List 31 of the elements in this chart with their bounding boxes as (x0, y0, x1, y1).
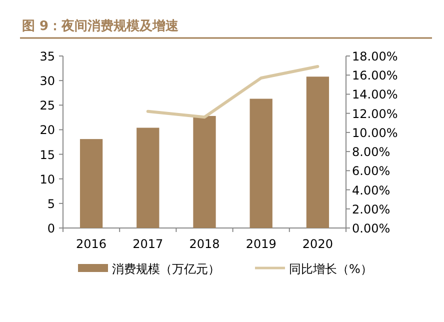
y2-tick-label: 10.00% (352, 126, 398, 140)
y-tick-label: 20 (40, 123, 55, 138)
y2-tick-label: 4.00% (352, 183, 390, 198)
x-tick-label: 2016 (76, 237, 107, 251)
bar (250, 98, 272, 228)
y2-tick-label: 12.00% (352, 106, 398, 121)
y2-tick-label: 0.00% (352, 222, 390, 236)
y-tick-label: 25 (40, 98, 55, 113)
legend-label: 消费规模（万亿元） (112, 262, 220, 276)
y2-tick-label: 6.00% (352, 164, 390, 178)
y-tick-label: 5 (47, 196, 55, 211)
x-tick-label: 2018 (189, 237, 220, 251)
y-tick-label: 10 (40, 172, 55, 186)
bar (193, 116, 216, 228)
y-tick-label: 30 (40, 74, 55, 88)
y-tick-label: 15 (40, 148, 55, 162)
x-tick-label: 2017 (132, 237, 164, 251)
y2-tick-label: 8.00% (352, 145, 390, 160)
y-tick-label: 35 (40, 50, 55, 64)
x-tick-label: 2020 (302, 237, 333, 251)
bar (80, 139, 103, 228)
x-tick-label: 2019 (246, 237, 276, 251)
bar (136, 128, 160, 228)
y2-tick-label: 18.00% (352, 50, 398, 64)
chart-title: 图 9：夜间消费规模及增速 (22, 18, 180, 34)
y2-tick-label: 14.00% (352, 88, 398, 102)
legend-label: 同比增长（%） (289, 262, 372, 276)
y2-tick-label: 16.00% (352, 68, 398, 83)
y2-tick-label: 2.00% (352, 202, 390, 216)
bar (306, 76, 330, 228)
y-tick-label: 0 (47, 222, 55, 236)
